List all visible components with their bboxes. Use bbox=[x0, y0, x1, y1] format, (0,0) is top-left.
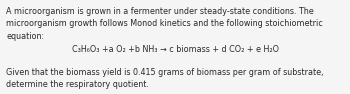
Text: equation:: equation: bbox=[6, 32, 44, 41]
Text: A microorganism is grown in a fermenter under steady-state conditions. The: A microorganism is grown in a fermenter … bbox=[6, 7, 314, 16]
Text: determine the respiratory quotient.: determine the respiratory quotient. bbox=[6, 80, 149, 89]
Text: Given that the biomass yield is 0.415 grams of biomass per gram of substrate,: Given that the biomass yield is 0.415 gr… bbox=[6, 68, 324, 77]
Text: C₃H₆O₃ +a O₂ +b NH₃ → c biomass + d CO₂ + e H₂O: C₃H₆O₃ +a O₂ +b NH₃ → c biomass + d CO₂ … bbox=[71, 45, 279, 54]
Text: microorganism growth follows Monod kinetics and the following stoichiometric: microorganism growth follows Monod kinet… bbox=[6, 19, 323, 28]
